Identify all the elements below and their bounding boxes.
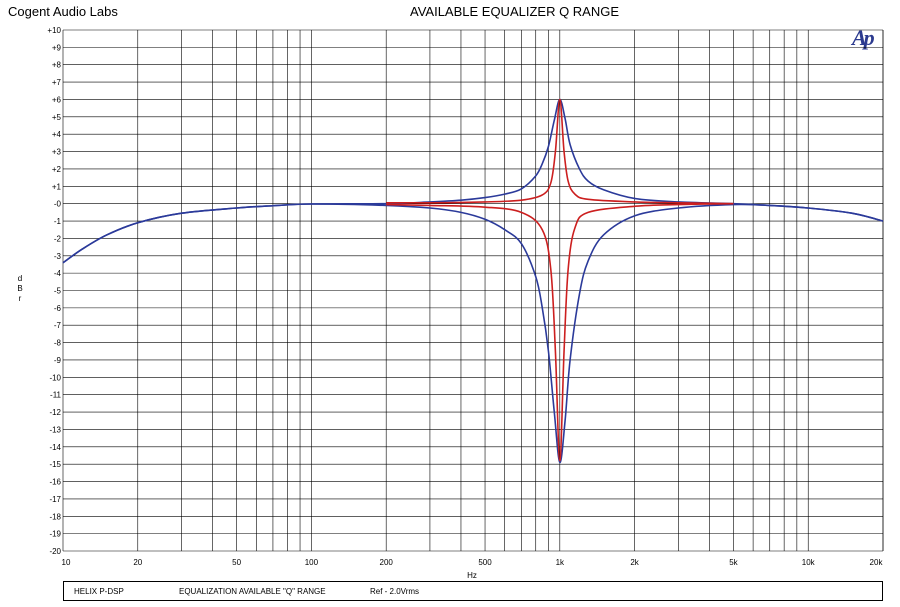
y-tick-label: +6 xyxy=(52,95,62,104)
y-tick-label: -19 xyxy=(49,530,61,539)
series-line-3 xyxy=(386,98,734,205)
y-tick-label: -14 xyxy=(49,443,61,452)
x-tick-label: 200 xyxy=(380,558,394,567)
y-tick-label: -3 xyxy=(54,252,62,261)
y-tick-label: +8 xyxy=(52,61,62,70)
y-tick-label: -6 xyxy=(54,304,62,313)
footer-reference: Ref - 2.0Vrms xyxy=(370,587,420,596)
y-tick-label: -5 xyxy=(54,287,62,296)
x-tick-label: 2k xyxy=(630,558,639,567)
y-tick-label: +2 xyxy=(52,165,62,174)
y-axis-label: r xyxy=(19,294,22,303)
y-tick-label: +7 xyxy=(52,78,62,87)
eq-response-chart: +10 +9 +8 +7 +6 +5 +4 +3 +2 +1 -0 -1 -2 -3 -4 -5 -6 -7 -8 -… xyxy=(17,26,884,580)
x-tick-label: 10k xyxy=(802,558,816,567)
y-tick-label: -11 xyxy=(50,391,62,400)
x-tick-label: 20k xyxy=(870,558,884,567)
chart-grid xyxy=(62,29,884,552)
footer-info-box: HELIX P-DSP EQUALIZATION AVAILABLE "Q" R… xyxy=(63,581,883,601)
y-tick-label: +1 xyxy=(52,182,62,191)
y-tick-label: -16 xyxy=(49,478,61,487)
y-tick-label: -18 xyxy=(49,512,61,521)
x-tick-label: 500 xyxy=(478,558,492,567)
y-tick-label: +10 xyxy=(47,26,61,35)
series-line-2 xyxy=(62,203,884,464)
y-tick-label: +4 xyxy=(52,130,62,139)
chart-axes: +10 +9 +8 +7 +6 +5 +4 +3 +2 +1 -0 -1 -2 -3 -4 -5 -6 -7 -8 -… xyxy=(17,26,883,580)
y-tick-label: -7 xyxy=(54,321,62,330)
ap-logo: Ap xyxy=(852,25,875,50)
y-tick-label: -10 xyxy=(49,373,61,382)
y-tick-label: -2 xyxy=(54,234,62,243)
y-tick-label: +5 xyxy=(52,113,62,122)
y-tick-label: -12 xyxy=(49,408,61,417)
x-tick-label: 50 xyxy=(232,558,241,567)
chart-series xyxy=(62,98,884,464)
y-tick-label: +9 xyxy=(52,43,62,52)
y-axis-label: d xyxy=(18,274,22,283)
y-tick-label: +3 xyxy=(52,148,62,157)
x-tick-label: 10 xyxy=(62,558,71,567)
y-tick-label: -8 xyxy=(54,339,62,348)
x-tick-label: 20 xyxy=(133,558,142,567)
footer-description: EQUALIZATION AVAILABLE "Q" RANGE xyxy=(179,587,326,596)
x-axis-label: Hz xyxy=(467,571,477,580)
x-tick-label: 5k xyxy=(729,558,738,567)
y-tick-label: -13 xyxy=(49,425,61,434)
y-tick-label: -0 xyxy=(54,200,62,209)
x-tick-label: 100 xyxy=(305,558,319,567)
footer-device: HELIX P-DSP xyxy=(74,587,124,596)
y-axis-label: B xyxy=(17,284,22,293)
y-tick-label: -1 xyxy=(54,217,62,226)
y-tick-label: -4 xyxy=(54,269,62,278)
y-tick-label: -17 xyxy=(49,495,61,504)
y-tick-label: -15 xyxy=(49,460,61,469)
y-tick-label: -20 xyxy=(49,547,61,556)
y-tick-label: -9 xyxy=(54,356,62,365)
series-line-4 xyxy=(386,202,734,462)
chart-title: AVAILABLE EQUALIZER Q RANGE xyxy=(410,4,620,19)
x-tick-label: 1k xyxy=(556,558,565,567)
company-name: Cogent Audio Labs xyxy=(8,4,118,19)
